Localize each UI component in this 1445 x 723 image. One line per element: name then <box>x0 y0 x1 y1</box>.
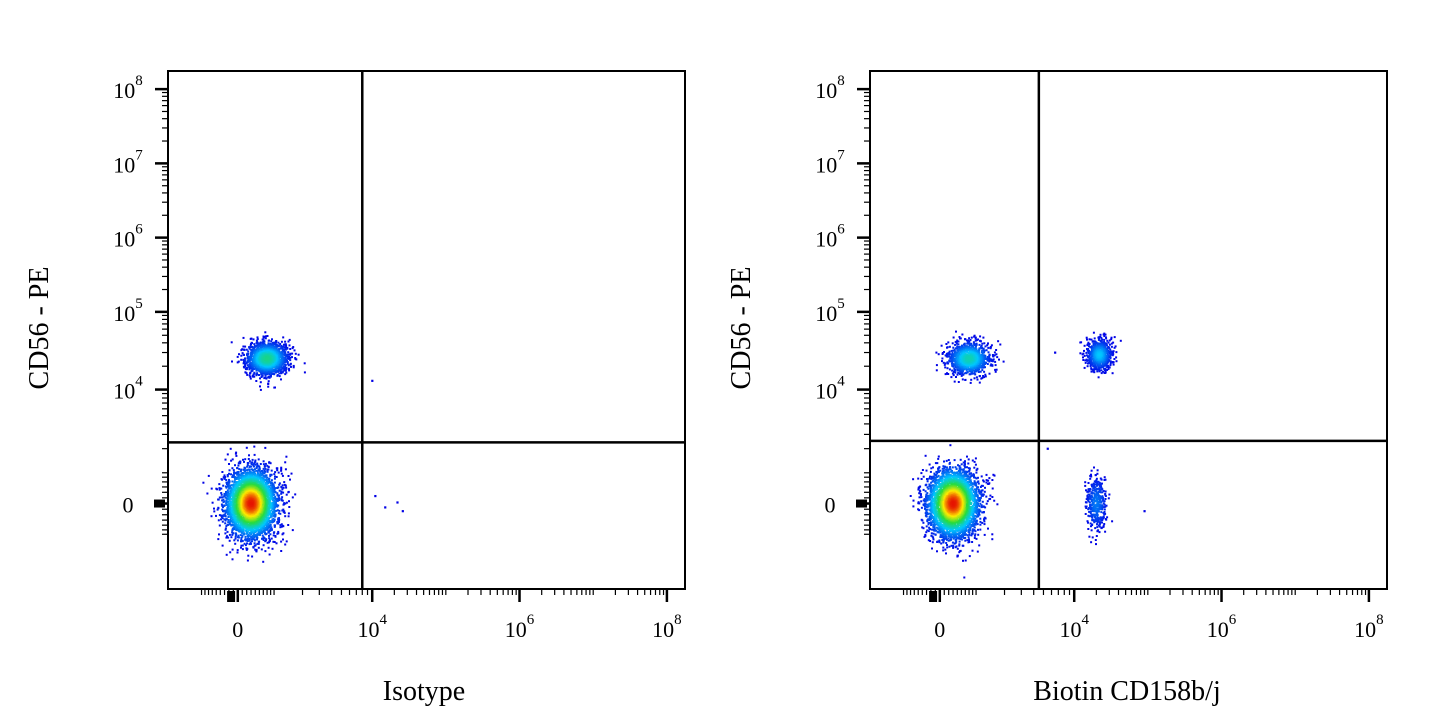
y-tick-label: 104 <box>113 374 143 404</box>
x-axis-title: Biotin CD158b/j <box>1033 676 1220 707</box>
y-tick-label: 0 <box>825 493 836 518</box>
scattered-event <box>384 506 387 509</box>
population-1 <box>230 331 306 391</box>
population-2 <box>1079 331 1122 379</box>
y-tick-label: 108 <box>113 73 143 103</box>
plot-frame <box>869 70 1388 590</box>
scattered-event <box>371 379 374 382</box>
y-tick-label: 104 <box>815 374 845 404</box>
plot-frame <box>167 70 686 590</box>
y-tick-label: 105 <box>815 296 845 326</box>
y-tick-label: 108 <box>815 73 845 103</box>
event-dots <box>202 331 404 563</box>
x-tick-label: 106 <box>505 612 535 642</box>
scattered-event <box>1143 510 1146 513</box>
cd158bj-panel: 0 104 106 108 0 104 105 106 107 108 Biotin CD158b/… <box>726 70 1388 707</box>
y-tick-label: 106 <box>815 222 845 252</box>
population-0 <box>909 444 999 579</box>
x-tick-label: 0 <box>232 617 243 642</box>
x-axis-title: Isotype <box>383 676 465 707</box>
scattered-event <box>374 494 377 498</box>
y-tick-label: 105 <box>113 296 143 326</box>
y-tick-label: 0 <box>123 493 134 518</box>
population-3 <box>1084 466 1114 546</box>
x-tick-label: 104 <box>1059 612 1089 642</box>
isotype-panel: 0 104 106 108 0 104 105 106 107 108 Isotype CD56 - … <box>24 70 686 707</box>
scattered-event <box>396 501 399 504</box>
scattered-event <box>401 510 404 513</box>
x-tick-label: 106 <box>1207 612 1237 642</box>
x-tick-label: 0 <box>934 617 945 642</box>
x-tick-label: 108 <box>1354 612 1384 642</box>
y-tick-label: 107 <box>113 147 143 177</box>
scattered-event <box>1046 447 1049 450</box>
event-dots <box>909 330 1146 579</box>
y-axis-title: CD56 - PE <box>24 267 55 390</box>
y-tick-label: 106 <box>113 222 143 252</box>
population-0 <box>202 445 297 563</box>
x-tick-label: 108 <box>652 612 682 642</box>
scattered-event <box>1054 351 1057 354</box>
y-tick-label: 107 <box>815 147 845 177</box>
x-tick-label: 104 <box>357 612 387 642</box>
y-axis-title: CD56 - PE <box>726 267 757 390</box>
population-1 <box>935 330 1005 384</box>
